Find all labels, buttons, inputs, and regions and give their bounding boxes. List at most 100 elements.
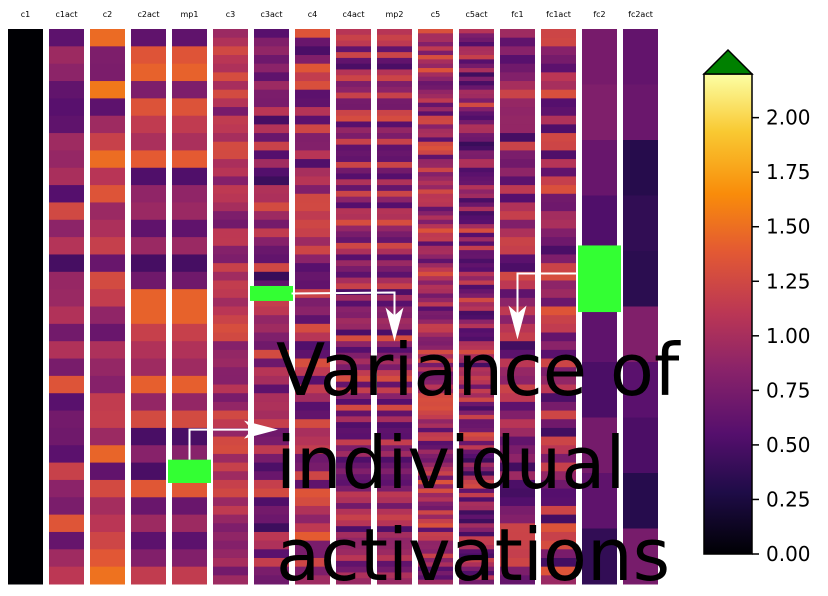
heatmap-cell [336,503,371,510]
heatmap-cell [254,453,289,464]
heatmap-cell [90,566,125,585]
heatmap-cell [336,433,371,440]
heatmap-cell [500,436,535,446]
colorbar-tick-label: 0.75 [766,378,811,402]
heatmap-cell [90,393,125,412]
heatmap-cell [254,133,289,143]
heatmap-cell [336,514,371,521]
heatmap-cell [377,161,412,169]
heatmap-cell [418,397,453,403]
heatmap-cell [459,367,494,373]
heatmap-cell [254,98,289,108]
heatmap-cell [541,531,576,542]
heatmap-cell [377,150,412,157]
heatmap-cell [336,572,371,579]
heatmap-cell [418,185,453,190]
heatmap-cell [295,341,330,351]
heatmap-cell [49,115,84,134]
heatmap-cell [336,121,371,128]
heatmap-cell [582,140,617,196]
heatmap-cell [295,427,330,438]
heatmap-cell [295,393,330,403]
heatmap-cell [541,479,576,490]
heatmap-cell [336,75,371,82]
heatmap-cell [254,401,289,412]
heatmap-cell [254,575,289,585]
heatmap-cell [131,306,166,325]
heatmap-cell [336,150,371,157]
heatmap-cell [377,219,412,227]
heatmap-cell [295,514,330,524]
heatmap-cell [213,29,248,39]
heatmap-cell [49,306,84,325]
heatmap-cell [418,527,453,533]
heatmap-cell [213,254,248,264]
heatmap-cell [500,115,535,125]
heatmap-cell [213,297,248,307]
heatmap-cell [254,471,289,481]
heatmap-cell [418,202,453,208]
heatmap-cell [459,224,494,229]
heatmap-cell [49,98,84,117]
heatmap-cell [131,341,166,360]
heatmap-cell [295,549,330,559]
heatmap-cell [459,215,494,221]
heatmap-cell [418,258,453,264]
heatmap-cell [90,81,125,99]
heatmap-cell [336,179,371,186]
heatmap-cell [336,474,371,481]
heatmap-cell [418,306,453,312]
heatmap-cell [336,456,371,464]
heatmap-cell [336,109,371,117]
heatmap-cell [541,29,576,39]
heatmap-cell [49,254,84,273]
heatmap-cell [90,514,125,533]
heatmap-cell [418,410,453,416]
heatmap-cell [418,341,453,347]
heatmap-cell [213,427,248,438]
heatmap-cell [459,198,494,203]
heatmap-cell [254,55,289,65]
heatmap-cell [418,575,453,581]
heatmap-cell [131,150,166,169]
heatmap-cell [500,488,535,498]
heatmap-cell [213,63,248,73]
heatmap-cell [459,98,494,104]
heatmap-cell [459,211,494,216]
heatmap-cell [377,34,412,42]
heatmap-cell [459,436,494,442]
heatmap-cell [459,107,494,112]
heatmap-cell [336,387,371,394]
heatmap-cell [213,479,248,490]
heatmap-cell [459,306,494,312]
heatmap-cell [500,107,535,117]
heatmap-cell [459,453,494,459]
heatmap-cell [418,323,453,329]
heatmap-cell [377,214,412,221]
heatmap-cell [295,263,330,273]
heatmap-cell [541,254,576,264]
heatmap-cell [49,427,84,446]
heatmap-cell [541,566,576,576]
heatmap-cell [418,419,453,425]
heatmap-cell [459,358,494,364]
heatmap-cell [459,159,494,164]
arrow-head [508,305,527,340]
heatmap-cell [377,381,412,388]
heatmap-cell [418,293,453,299]
heatmap-cell [336,104,371,111]
heatmap-cell [541,393,576,403]
heatmap-cell [295,323,330,334]
heatmap-cell [459,46,494,52]
heatmap-cell [459,120,494,125]
heatmap-cell [418,557,453,563]
heatmap-cell [213,193,248,203]
heatmap-cell [336,410,371,417]
heatmap-cell [418,531,453,537]
heatmap-cell [295,479,330,490]
heatmap-cell [459,341,494,347]
heatmap-cell [172,63,207,82]
heatmap-cell [418,380,453,386]
heatmap-cell [459,523,494,529]
heatmap-cell [49,219,84,238]
